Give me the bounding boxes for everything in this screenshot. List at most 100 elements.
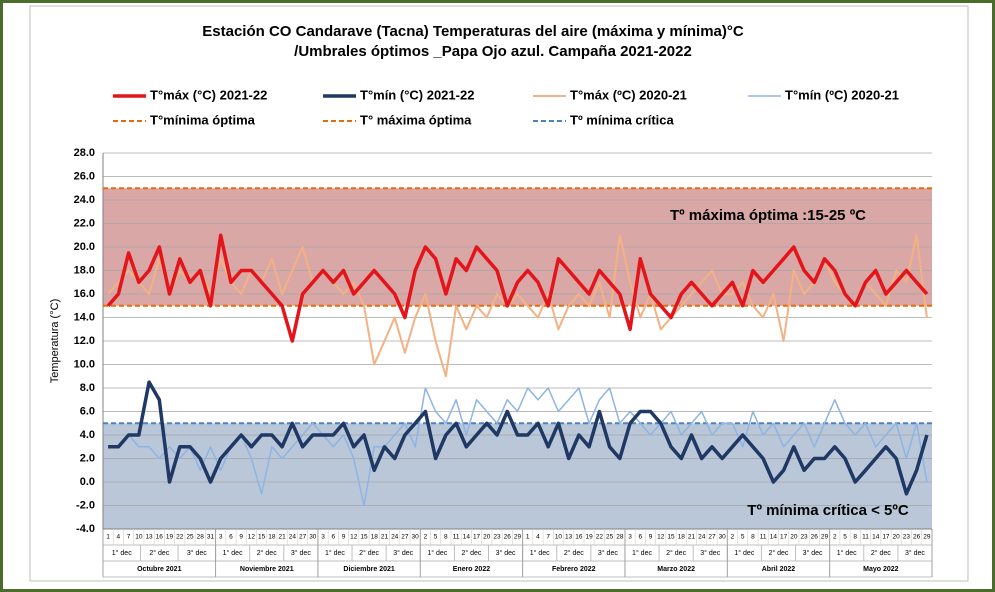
y-tick-label: 18.0	[74, 264, 95, 276]
y-tick-label: 22.0	[74, 217, 95, 229]
decade-label: 3° dec	[393, 549, 413, 557]
x-tick-label: 6	[331, 534, 335, 541]
x-tick-label: 17	[473, 534, 481, 541]
decade-label: 2° dec	[257, 549, 277, 557]
y-axis-label: Temperatura (°C)	[49, 299, 61, 383]
chart-title: /Umbrales óptimos _Papa Ojo azul. Campañ…	[294, 43, 692, 60]
x-tick-label: 1	[526, 534, 530, 541]
legend-label: T°mínima óptima	[150, 112, 256, 127]
chart-title: Estación CO Candarave (Tacna) Temperatur…	[202, 23, 744, 40]
decade-label: 2° dec	[769, 549, 789, 557]
y-tick-label: 24.0	[74, 194, 95, 206]
decade-label: 3° dec	[700, 549, 720, 557]
x-tick-label: 1	[106, 534, 110, 541]
x-tick-label: 19	[166, 534, 174, 541]
x-tick-label: 18	[371, 534, 379, 541]
x-tick-label: 29	[821, 534, 829, 541]
decade-label: 2° dec	[564, 549, 584, 557]
decade-label: 1° dec	[427, 549, 447, 557]
x-tick-label: 11	[862, 534, 869, 541]
x-tick-label: 15	[667, 534, 675, 541]
x-tick-label: 25	[606, 534, 614, 541]
y-tick-label: 28.0	[74, 147, 95, 159]
y-tick-label: 26.0	[74, 170, 95, 182]
y-tick-label: 16.0	[74, 288, 95, 300]
decade-label: 3° dec	[496, 549, 516, 557]
decade-label: 2° dec	[359, 549, 379, 557]
decade-label: 3° dec	[598, 549, 618, 557]
x-tick-label: 6	[639, 534, 643, 541]
y-tick-label: 12.0	[74, 335, 95, 347]
x-tick-label: 4	[117, 534, 121, 541]
x-tick-label: 29	[514, 534, 522, 541]
x-tick-label: 3	[628, 534, 632, 541]
y-tick-label: 4.0	[80, 429, 95, 441]
chart: Estación CO Candarave (Tacna) Temperatur…	[29, 5, 969, 582]
x-tick-label: 11	[453, 534, 460, 541]
y-tick-label: -2.0	[76, 499, 95, 511]
y-tick-label: 2.0	[80, 452, 95, 464]
x-tick-label: 15	[360, 534, 368, 541]
x-tick-label: 12	[350, 534, 358, 541]
x-tick-label: 26	[811, 534, 819, 541]
x-tick-label: 14	[463, 534, 471, 541]
x-tick-label: 26	[913, 534, 921, 541]
x-tick-label: 11	[760, 534, 767, 541]
x-tick-label: 7	[546, 534, 550, 541]
legend-label: T°máx (°C) 2021-22	[150, 87, 267, 102]
decade-label: 2° dec	[871, 549, 891, 557]
x-tick-label: 21	[381, 534, 389, 541]
decade-label: 3° dec	[187, 549, 207, 557]
annotation: Tº máxima óptima :15-25 ºC	[670, 207, 866, 224]
x-tick-label: 3	[321, 534, 325, 541]
decade-label: 1° dec	[530, 549, 550, 557]
x-tick-label: 5	[434, 534, 438, 541]
x-tick-label: 2	[731, 534, 735, 541]
y-tick-label: 8.0	[80, 382, 95, 394]
series-line	[108, 387, 928, 507]
x-tick-label: 24	[289, 534, 297, 541]
x-tick-label: 20	[790, 534, 798, 541]
x-tick-label: 3	[219, 534, 223, 541]
x-tick-label: 16	[575, 534, 583, 541]
decade-label: 1° dec	[112, 549, 132, 557]
x-tick-label: 12	[248, 534, 256, 541]
y-tick-label: 0.0	[80, 476, 95, 488]
y-tick-label: 10.0	[74, 358, 95, 370]
y-tick-label: 20.0	[74, 241, 95, 253]
decade-label: 3° dec	[291, 549, 311, 557]
decade-label: 1° dec	[734, 549, 754, 557]
x-tick-label: 17	[882, 534, 890, 541]
decade-label: 2° dec	[461, 549, 481, 557]
month-label: Abril 2022	[762, 566, 796, 573]
x-tick-label: 19	[586, 534, 594, 541]
y-tick-label: 6.0	[80, 405, 95, 417]
decade-label: 3° dec	[803, 549, 823, 557]
x-tick-label: 13	[145, 534, 153, 541]
annotation: Tº mínima crítica < 5ºC	[747, 502, 909, 519]
decade-label: 3° dec	[905, 549, 925, 557]
x-tick-label: 10	[135, 534, 143, 541]
x-tick-label: 20	[893, 534, 901, 541]
x-tick-label: 13	[565, 534, 573, 541]
x-tick-label: 29	[923, 534, 931, 541]
x-tick-label: 5	[741, 534, 745, 541]
legend-label: T°mín (°C) 2021-22	[360, 87, 474, 102]
decade-label: 1° dec	[632, 549, 652, 557]
x-tick-label: 16	[156, 534, 164, 541]
legend-label: T°mín (ºC) 2020-21	[785, 87, 899, 102]
x-tick-label: 31	[207, 534, 215, 541]
x-tick-label: 30	[309, 534, 317, 541]
x-tick-label: 27	[401, 534, 409, 541]
x-tick-label: 8	[751, 534, 755, 541]
decade-label: 2° dec	[149, 549, 169, 557]
x-tick-label: 21	[688, 534, 696, 541]
x-tick-label: 6	[229, 534, 233, 541]
x-tick-label: 9	[342, 534, 346, 541]
x-tick-label: 12	[657, 534, 665, 541]
x-tick-label: 25	[186, 534, 194, 541]
series-line	[106, 233, 929, 343]
x-tick-label: 18	[678, 534, 686, 541]
x-tick-label: 27	[708, 534, 716, 541]
